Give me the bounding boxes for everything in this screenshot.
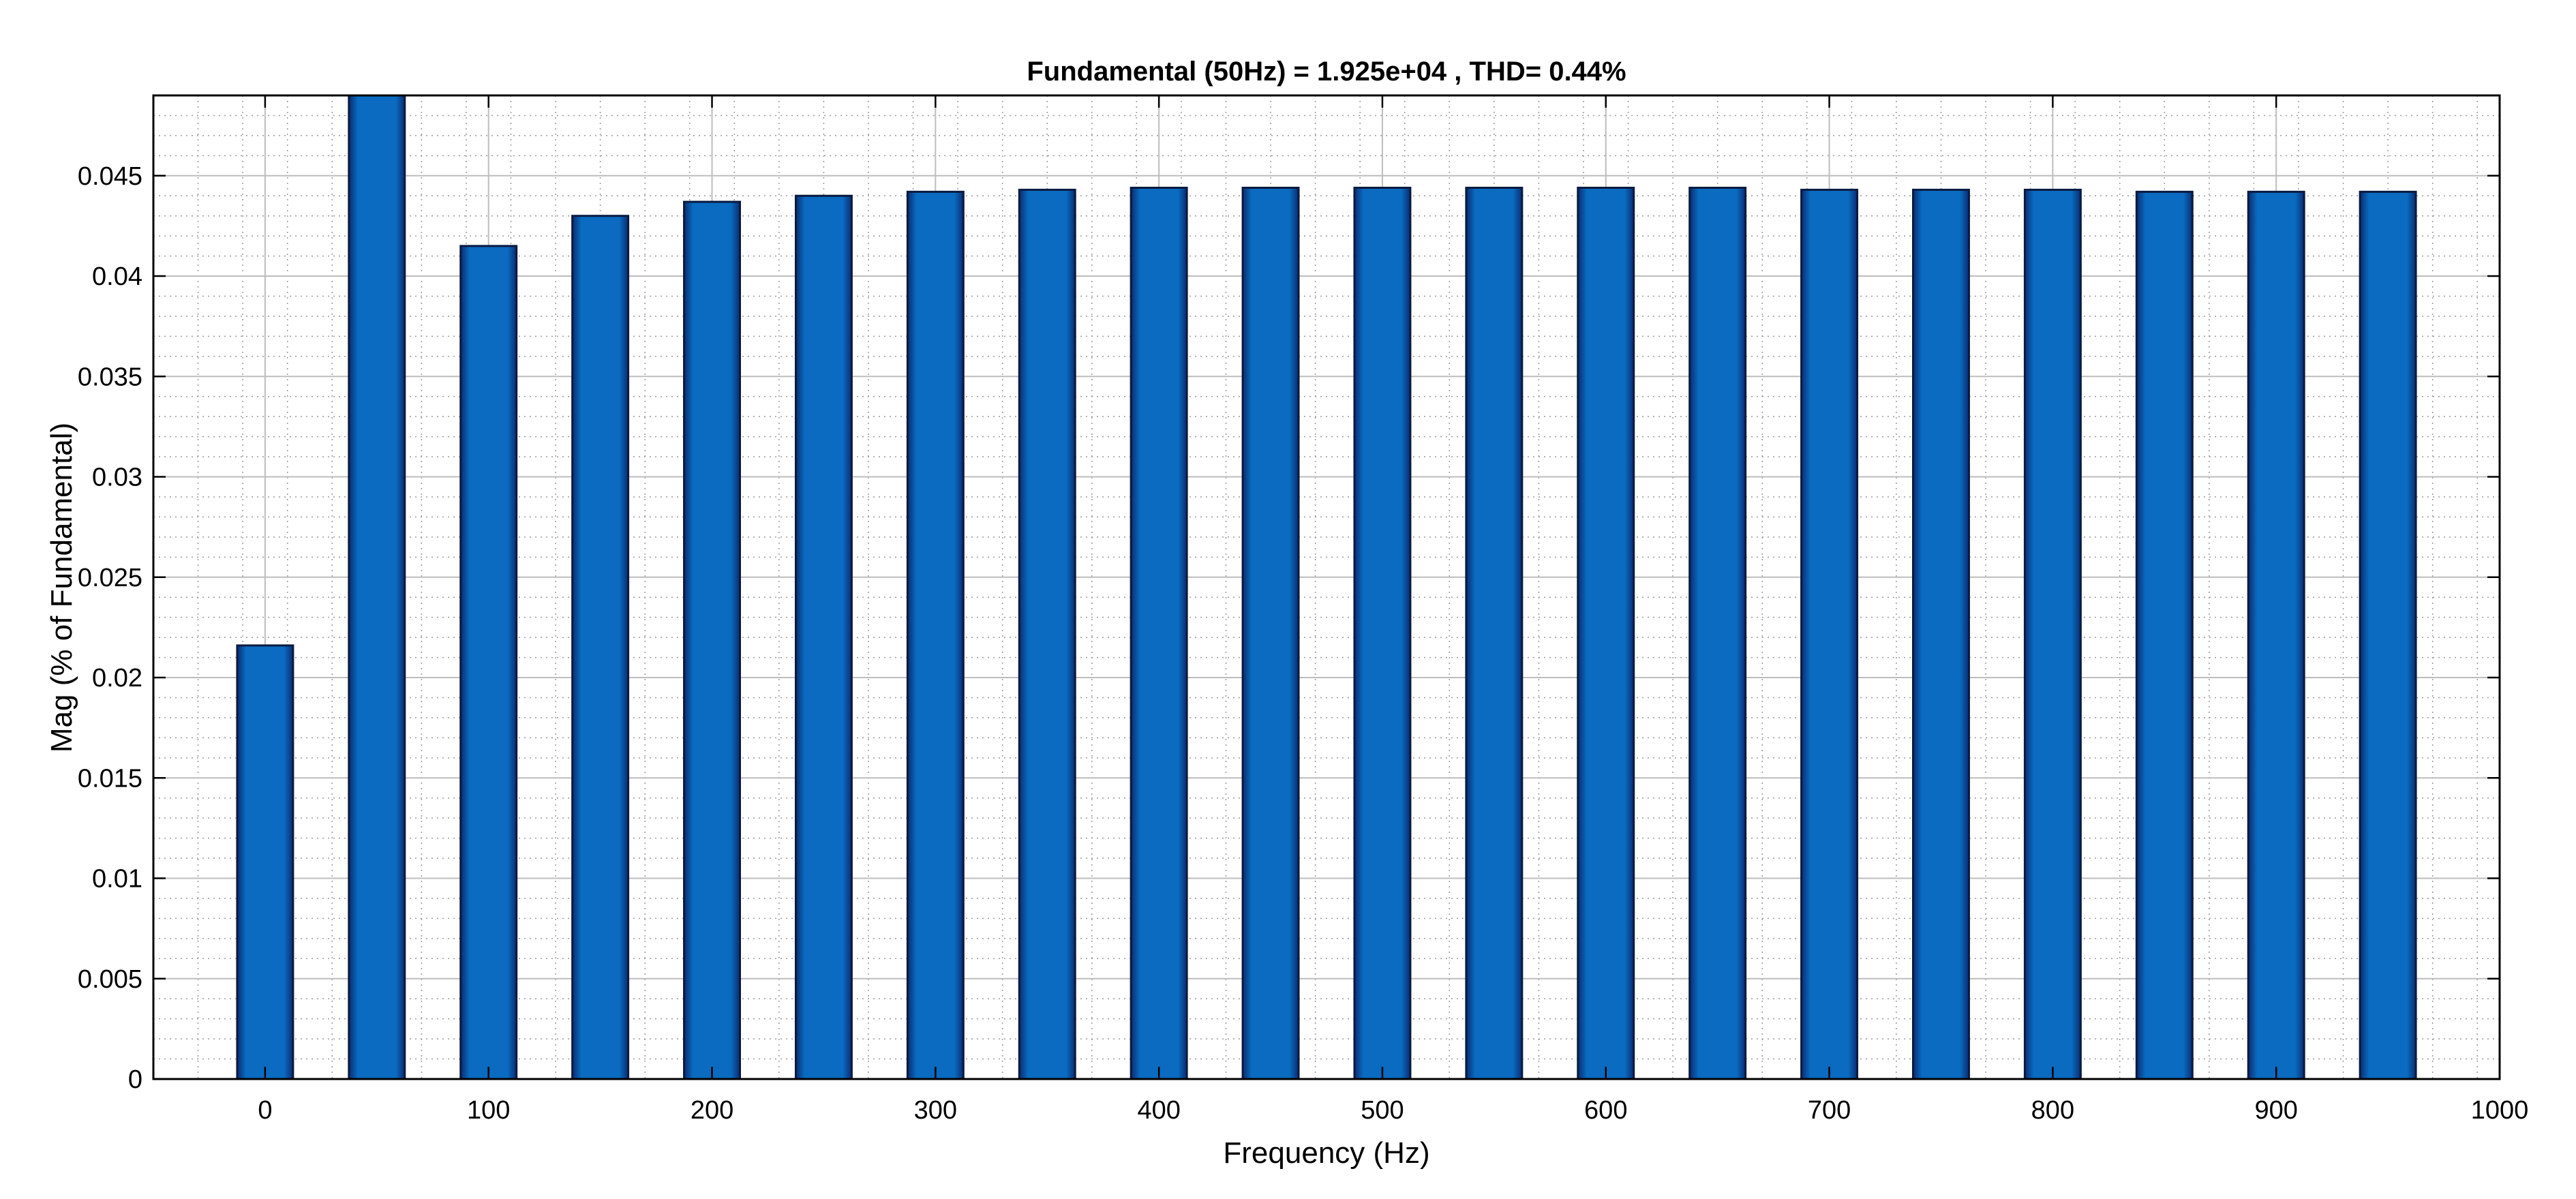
bar xyxy=(1465,186,1524,1080)
bar xyxy=(1800,188,1859,1080)
y-tick-label: 0.035 xyxy=(78,363,142,391)
x-tick-label: 200 xyxy=(691,1096,733,1125)
bar xyxy=(348,94,406,1080)
y-tick-label: 0.025 xyxy=(78,564,142,592)
x-tick-label: 500 xyxy=(1361,1096,1404,1125)
y-tick-label: 0 xyxy=(128,1065,142,1094)
bar xyxy=(906,190,965,1080)
x-tick-label: 900 xyxy=(2254,1096,2297,1125)
y-axis-label: Mag (% of Fundamental) xyxy=(45,423,78,753)
x-tick-label: 1000 xyxy=(2471,1096,2529,1125)
bars-layer xyxy=(236,94,2417,1080)
x-tick-label: 300 xyxy=(914,1096,957,1125)
bar xyxy=(1912,188,1970,1080)
bar xyxy=(1353,186,1412,1080)
bar xyxy=(1688,186,1747,1080)
x-tick-label: 0 xyxy=(258,1096,272,1125)
bar xyxy=(1018,188,1076,1080)
bar xyxy=(2135,190,2194,1080)
y-tick-label: 0.03 xyxy=(92,464,142,492)
plot-frame xyxy=(152,94,2501,1080)
y-tick-label: 0.04 xyxy=(92,262,142,291)
bar xyxy=(1241,186,1300,1080)
bar xyxy=(571,215,630,1080)
bar xyxy=(2247,190,2305,1080)
bar xyxy=(459,245,518,1080)
y-tick-label: 0.045 xyxy=(78,162,142,191)
x-tick-label: 800 xyxy=(2031,1096,2074,1125)
x-tick-label: 100 xyxy=(467,1096,510,1125)
x-tick-label: 400 xyxy=(1137,1096,1180,1125)
y-tick-label: 0.01 xyxy=(92,865,142,894)
ticks-layer: 0 100 200 300 400 500 600 700 800 900 1000 0 0.005 0.… xyxy=(78,95,2528,1125)
bar xyxy=(2359,190,2417,1080)
bar xyxy=(1577,186,1635,1080)
y-tick-label: 0.005 xyxy=(78,965,142,994)
bar xyxy=(683,200,741,1080)
y-tick-label: 0.015 xyxy=(78,764,142,793)
y-tick-label: 0.02 xyxy=(92,664,142,693)
bar xyxy=(236,644,294,1080)
chart-title: Fundamental (50Hz) = 1.925e+04 , THD= 0.… xyxy=(1027,57,1626,87)
bar xyxy=(2023,188,2082,1080)
bar xyxy=(794,194,853,1080)
bar xyxy=(1130,186,1188,1080)
x-tick-label: 600 xyxy=(1584,1096,1627,1125)
plot-area xyxy=(153,95,2500,1079)
x-axis-label: Frequency (Hz) xyxy=(1223,1136,1429,1170)
x-tick-label: 700 xyxy=(1808,1096,1851,1125)
